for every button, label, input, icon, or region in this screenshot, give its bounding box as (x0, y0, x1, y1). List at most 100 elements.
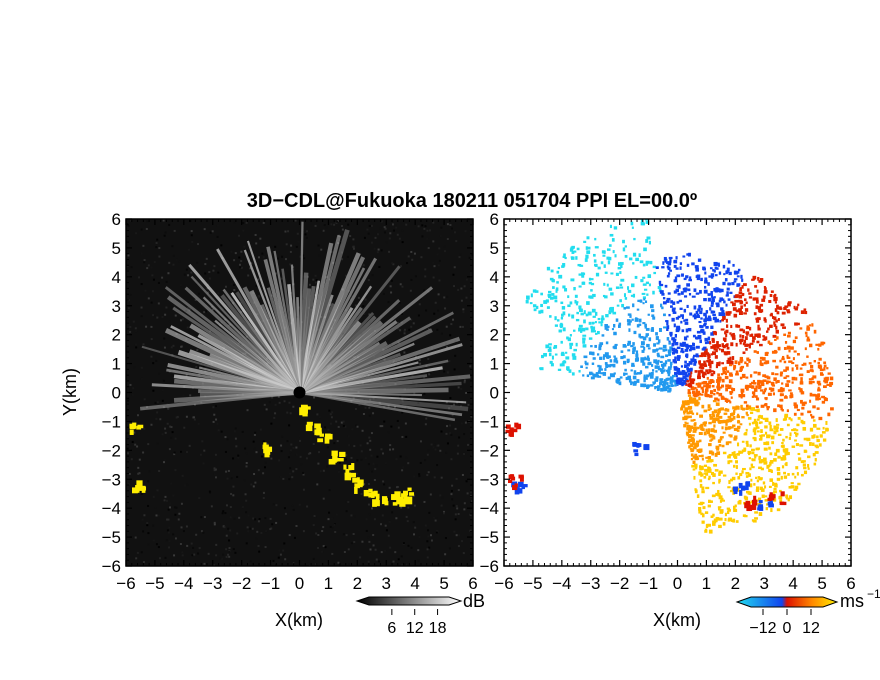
velocity-cell (717, 492, 721, 497)
velocity-cell (818, 416, 823, 421)
noise-speckle (315, 279, 318, 282)
velocity-cell (671, 379, 676, 383)
velocity-cell (639, 260, 644, 264)
velocity-cell (683, 424, 687, 428)
velocity-cell (667, 349, 672, 354)
velocity-clutter-cell (758, 500, 763, 504)
velocity-cell (663, 379, 667, 384)
noise-speckle (167, 518, 170, 521)
noise-speckle (213, 265, 216, 268)
noise-speckle (350, 400, 353, 403)
velocity-cell (754, 297, 759, 301)
velocity-cell (712, 269, 715, 272)
velocity-cell (652, 265, 657, 269)
y-tick-label: 5 (490, 239, 499, 258)
velocity-cell (701, 352, 705, 356)
velocity-cell (655, 336, 659, 341)
velocity-cell (671, 317, 675, 322)
noise-speckle (360, 265, 363, 268)
velocity-cell (688, 438, 692, 442)
noise-speckle (347, 435, 350, 438)
velocity-cell (699, 289, 702, 294)
reflectivity-beam (299, 390, 469, 412)
noise-speckle (357, 296, 360, 299)
velocity-cell (752, 336, 756, 340)
noise-speckle (177, 308, 180, 311)
noise-speckle (454, 427, 457, 430)
velocity-cell (711, 296, 715, 300)
clutter-cell (331, 450, 338, 456)
y-tick-label: −2 (102, 441, 121, 460)
velocity-cell (728, 517, 732, 522)
velocity-cell (683, 319, 686, 322)
velocity-cell (713, 262, 718, 267)
velocity-cell (737, 361, 741, 366)
velocity-cell (808, 362, 812, 365)
noise-speckle (164, 231, 167, 234)
velocity-cell (540, 303, 543, 308)
noise-speckle (168, 526, 171, 529)
velocity-cell (714, 274, 718, 277)
velocity-cell (692, 446, 697, 450)
velocity-cell (715, 262, 720, 266)
velocity-cell (793, 431, 797, 434)
velocity-cell (657, 286, 662, 289)
noise-speckle (228, 547, 231, 550)
velocity-cell (709, 407, 712, 410)
velocity-cell (733, 278, 738, 281)
velocity-cell (788, 360, 791, 363)
velocity-cell (817, 397, 821, 401)
velocity-cell (720, 407, 724, 411)
velocity-cell (593, 330, 596, 333)
velocity-cell (760, 488, 765, 492)
velocity-cell (679, 266, 682, 270)
velocity-cell (792, 339, 797, 344)
velocity-cell (722, 370, 725, 375)
velocity-cell (745, 376, 749, 379)
noise-speckle (157, 546, 160, 549)
velocity-cell (604, 326, 608, 330)
velocity-cell (749, 383, 752, 386)
velocity-cell (766, 351, 769, 354)
velocity-cell (595, 372, 599, 376)
x-tick-label: −5 (145, 574, 164, 593)
velocity-cell (560, 316, 564, 320)
noise-speckle (200, 530, 203, 533)
noise-speckle (348, 563, 351, 566)
noise-speckle (126, 444, 129, 447)
velocity-cell (606, 248, 611, 251)
velocity-cell (746, 359, 751, 362)
noise-speckle (225, 504, 228, 507)
velocity-cell (755, 405, 759, 409)
velocity-cell (560, 340, 563, 344)
noise-speckle (345, 500, 348, 503)
velocity-cell (578, 327, 582, 332)
velocity-cell (809, 399, 812, 403)
velocity-cell (675, 256, 678, 260)
noise-speckle (152, 278, 155, 281)
velocity-cell (824, 397, 828, 402)
velocity-cell (648, 361, 652, 366)
velocity-cell (721, 426, 724, 430)
velocity-clutter-cell (780, 501, 787, 506)
noise-speckle (135, 232, 138, 235)
noise-speckle (401, 229, 404, 232)
noise-speckle (190, 271, 193, 274)
noise-speckle (180, 345, 183, 348)
velocity-cell (632, 293, 636, 298)
velocity-cell (756, 418, 760, 421)
velocity-cell (688, 361, 693, 365)
velocity-cell (641, 223, 645, 226)
velocity-cell (668, 341, 671, 345)
velocity-cell (759, 389, 764, 392)
velocity-cell (703, 421, 708, 424)
velocity-cell (788, 349, 791, 353)
velocity-colorbar-unit-exponent: −1 (867, 587, 880, 601)
velocity-cell (570, 278, 575, 282)
velocity-cell (617, 324, 621, 328)
noise-speckle (467, 390, 470, 393)
velocity-cell (688, 368, 692, 371)
noise-speckle (214, 476, 217, 479)
noise-speckle (252, 485, 255, 488)
noise-speckle (253, 433, 256, 436)
